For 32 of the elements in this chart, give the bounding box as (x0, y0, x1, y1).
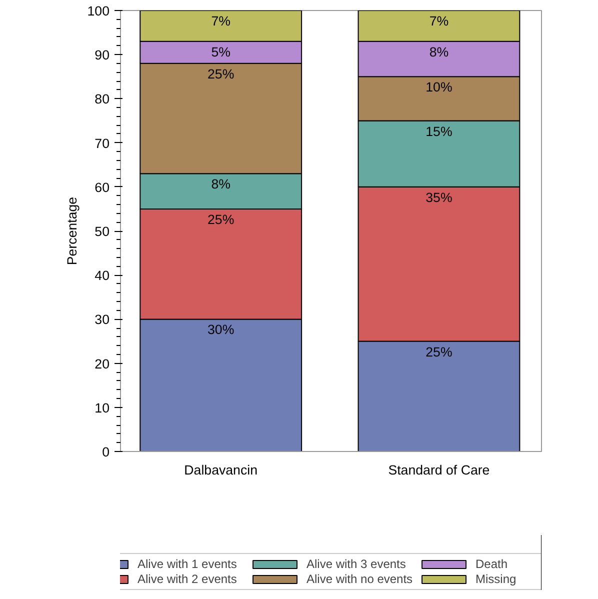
y-tick-label: 10 (94, 400, 110, 416)
y-tick-label: 20 (94, 356, 110, 372)
legend-label: Alive with 3 events (306, 557, 407, 571)
data-label: 10% (426, 80, 452, 95)
y-axis-title: Percentage (64, 196, 80, 266)
data-label: 5% (211, 44, 231, 60)
data-label: 8% (211, 176, 231, 192)
legend-label: Alive with 2 events (138, 572, 238, 586)
y-tick-label: 80 (94, 92, 110, 107)
data-label: 35% (426, 190, 452, 205)
y-tick-label: 50 (94, 224, 110, 239)
x-tick-label: Standard of Care (388, 462, 490, 478)
data-label: 25% (426, 344, 452, 360)
legend-label: Missing (476, 572, 518, 586)
y-tick-label: 40 (94, 268, 110, 284)
y-tick-label: 90 (94, 48, 110, 63)
data-label: 25% (208, 66, 234, 82)
y-tick-label: 100 (87, 4, 110, 18)
data-label: 30% (208, 322, 234, 338)
x-tick-label: Dalbavancin (184, 462, 258, 478)
y-tick-label: 60 (94, 180, 110, 195)
y-tick-label: 70 (94, 136, 110, 151)
data-label: 15% (426, 124, 452, 139)
data-label: 8% (429, 44, 449, 60)
legend-label: Death (476, 557, 509, 571)
data-label: 25% (208, 212, 234, 227)
legend-label: Alive with no events (306, 572, 414, 586)
y-tick-label: 30 (94, 312, 110, 328)
legend-label: Alive with 1 events (138, 557, 238, 571)
data-label: 7% (211, 14, 231, 28)
y-tick-label: 0 (102, 444, 110, 460)
data-label: 7% (429, 14, 449, 28)
